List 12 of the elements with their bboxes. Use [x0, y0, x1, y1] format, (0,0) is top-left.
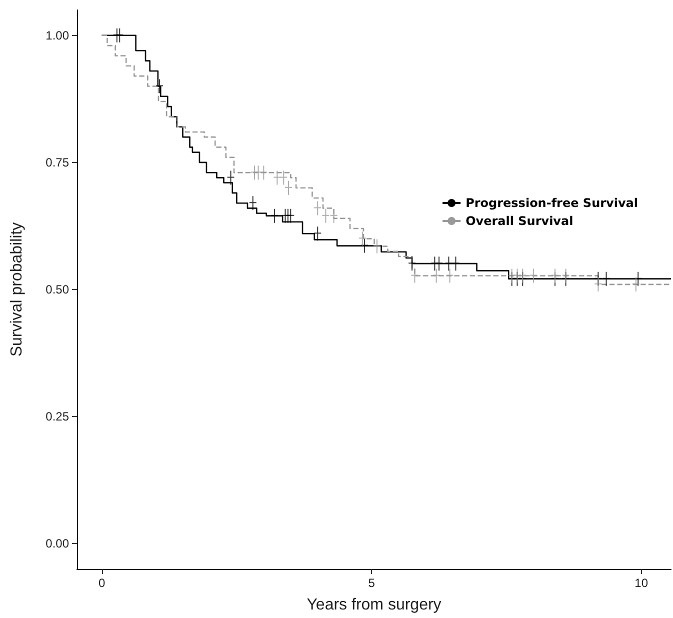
y-tick-label: 0.75: [46, 155, 70, 170]
x-tick-label: 5: [368, 576, 376, 590]
legend-label: Progression-free Survival: [466, 196, 638, 210]
y-tick-label: 1.00: [46, 28, 70, 42]
x-tick-label: 0: [98, 576, 106, 590]
y-tick-label: 0.50: [46, 282, 70, 296]
x-tick-label: 10: [634, 576, 648, 590]
legend-label: Overall Survival: [466, 214, 574, 228]
x-axis-title: Years from surgery: [306, 596, 442, 614]
y-tick-label: 0.00: [46, 536, 70, 551]
y-tick-label: 0.25: [46, 410, 70, 424]
y-axis-title: Survival probability: [8, 222, 26, 357]
